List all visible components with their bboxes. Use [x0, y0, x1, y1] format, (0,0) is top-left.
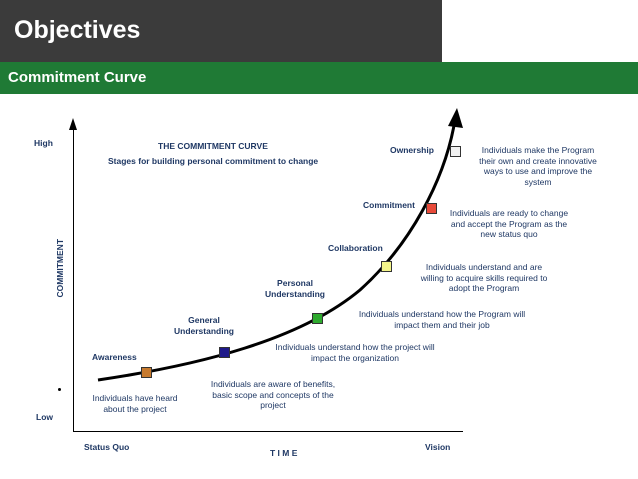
page-subtitle: Commitment Curve — [8, 69, 147, 86]
stage-marker-collaboration — [381, 261, 392, 272]
diagram-subtitle: Stages for building personal commitment … — [108, 156, 319, 166]
stage-desc-awareness: Individuals have heard about the project — [92, 393, 178, 414]
x-axis-start-label: Status Quo — [84, 442, 130, 452]
x-axis-end-label: Vision — [425, 442, 451, 452]
stage-name-general-understanding: General Understanding — [174, 315, 234, 336]
stage-marker-ownership — [450, 146, 461, 157]
x-axis-title: T I M E — [270, 448, 298, 458]
stage-marker-general-understanding — [219, 347, 230, 358]
stage-marker-awareness — [141, 367, 152, 378]
stage-name-awareness: Awareness — [92, 352, 137, 362]
stage-name-commitment: Commitment — [363, 200, 415, 210]
stage-name-collaboration: Collaboration — [328, 243, 383, 253]
stage-desc-personal-understanding: Individuals understand how the project w… — [275, 342, 435, 363]
diagram-title: THE COMMITMENT CURVE — [158, 141, 268, 151]
stage-desc-commitment: Individuals understand and are willing t… — [420, 262, 548, 293]
ownership-note: Individuals make the Program their own a… — [479, 145, 597, 187]
y-axis-arrowhead — [69, 118, 77, 130]
y-axis-title: COMMITMENT — [54, 238, 65, 298]
stage-marker-personal-understanding — [312, 313, 323, 324]
page-title: Objectives — [14, 16, 141, 44]
title-bar: Objectives — [0, 0, 442, 62]
y-axis-line — [73, 127, 74, 432]
stage-name-ownership: Ownership — [390, 145, 434, 155]
stage-name-personal-understanding: Personal Understanding — [265, 278, 325, 299]
stage-desc-ownership: Individuals are ready to change and acce… — [449, 208, 569, 239]
y-axis-high-label: High — [34, 138, 53, 148]
y-axis-low-label: Low — [36, 412, 53, 422]
x-axis-line — [73, 431, 463, 432]
curve-arrowhead — [448, 108, 463, 128]
curve-line — [97, 119, 457, 382]
bullet-dot — [58, 388, 61, 391]
stage-desc-general-understanding: Individuals are aware of benefits, basic… — [210, 379, 336, 410]
stage-desc-collaboration: Individuals understand how the Program w… — [358, 309, 526, 330]
subtitle-bar: Commitment Curve — [0, 62, 638, 94]
stage-marker-commitment — [426, 203, 437, 214]
